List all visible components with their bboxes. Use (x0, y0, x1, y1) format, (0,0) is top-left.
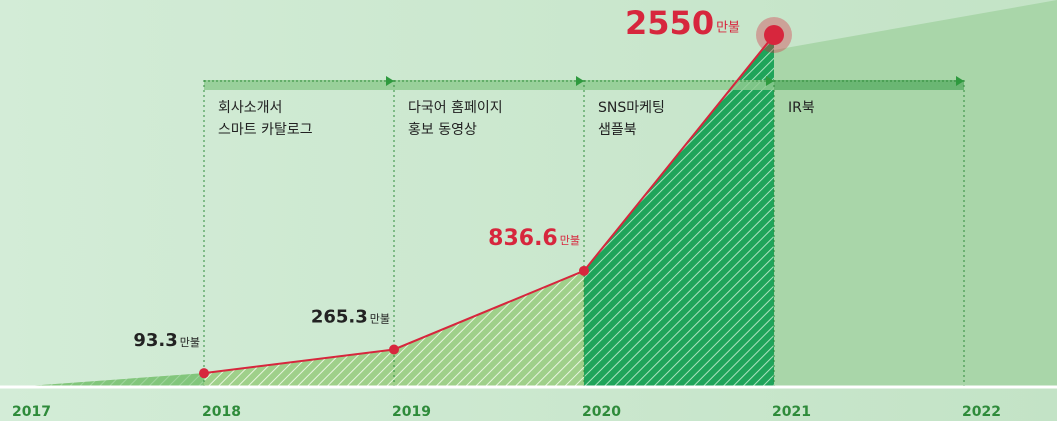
phase-label: 샘플북 (598, 122, 637, 138)
value-unit: 만불 (370, 312, 390, 325)
area-light (28, 270, 584, 386)
phase-bar (204, 80, 394, 90)
value-label: 265.3 (311, 306, 368, 327)
x-tick-label: 2019 (392, 404, 431, 420)
phase-label: 회사소개서 (218, 100, 282, 116)
phase-bar (584, 80, 774, 90)
phase-bar (774, 80, 964, 90)
x-tick-label: 2021 (772, 404, 811, 420)
value-label: 93.3 (133, 330, 177, 351)
point (389, 344, 399, 355)
x-tick-label: 2017 (12, 404, 51, 420)
value-unit: 만불 (180, 336, 200, 349)
x-tick-label: 2018 (202, 404, 241, 420)
phase-bar (394, 80, 584, 90)
phase-label: 스마트 카탈로그 (218, 122, 313, 138)
phase-label: IR북 (788, 100, 815, 116)
point (579, 265, 589, 276)
phase-arrow (956, 76, 964, 86)
value-label: 2550 (625, 4, 714, 42)
background-band (774, 0, 1057, 386)
phase-arrow (576, 76, 584, 86)
phase-arrow (766, 76, 774, 86)
area-light-base (28, 373, 204, 386)
value-label: 836.6 (488, 226, 558, 251)
phase-arrow (386, 76, 394, 86)
x-tick-label: 2020 (582, 404, 621, 420)
point (764, 25, 784, 45)
data-line (203, 34, 775, 375)
value-unit: 만불 (716, 21, 740, 36)
phase-label: 다국어 홈페이지 (408, 100, 503, 116)
phase-label: 홍보 동영상 (408, 122, 477, 138)
value-unit: 만불 (560, 234, 580, 247)
point (199, 368, 209, 379)
phase-label: SNS마케팅 (598, 100, 665, 116)
x-tick-label: 2022 (962, 404, 1001, 420)
area-dark (584, 35, 774, 386)
